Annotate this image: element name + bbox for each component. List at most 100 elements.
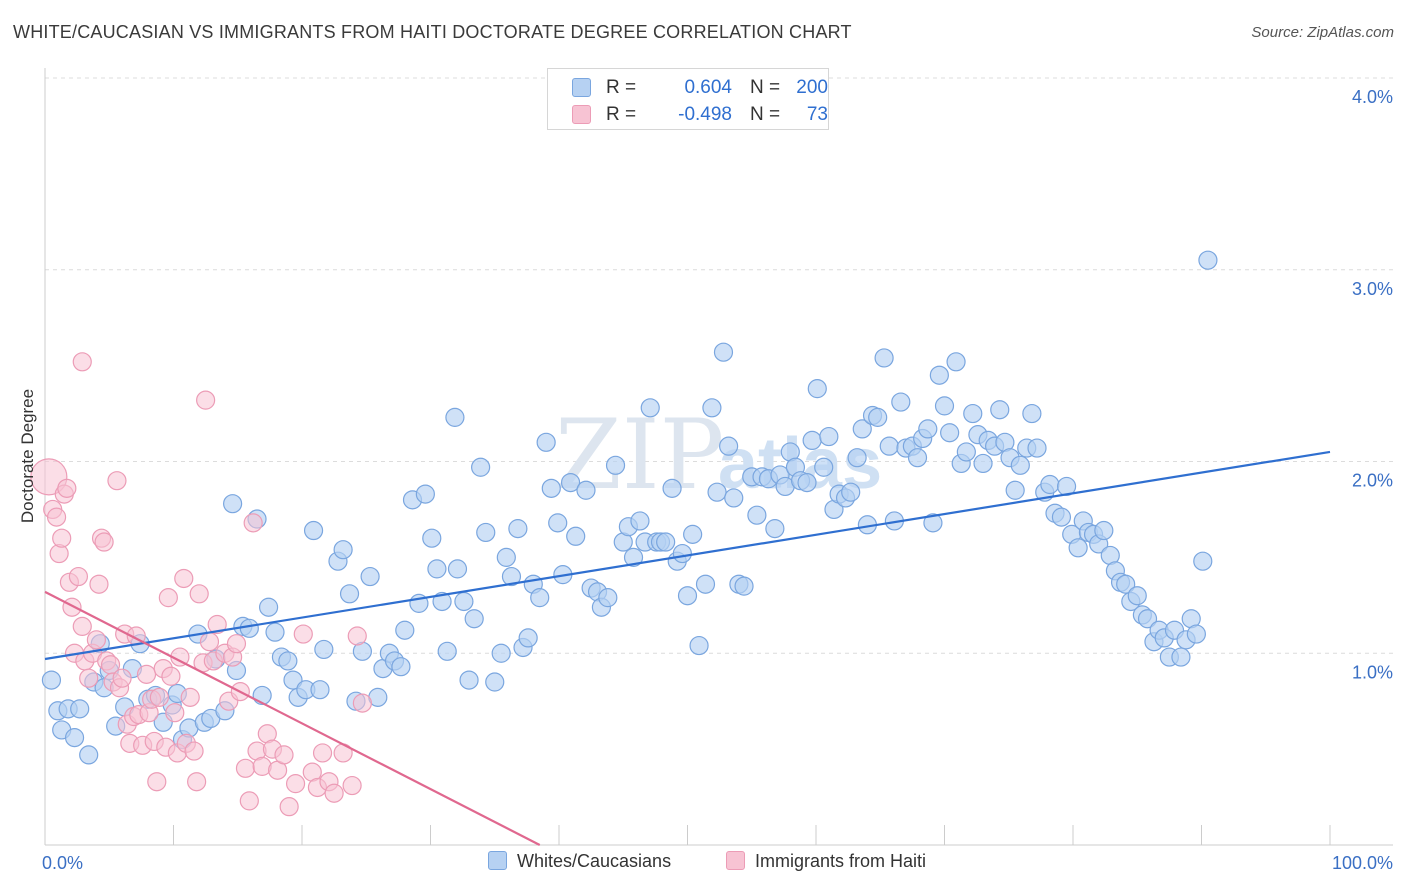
- data-point-haiti: [107, 471, 127, 491]
- data-point-whites: [239, 618, 259, 638]
- data-point-whites: [847, 448, 867, 468]
- data-point-whites: [695, 574, 716, 594]
- data-point-haiti: [72, 352, 92, 372]
- data-point-whites: [548, 513, 568, 533]
- data-point-haiti: [68, 566, 89, 587]
- data-point-whites: [1193, 551, 1213, 571]
- data-point-whites: [70, 699, 90, 719]
- data-point-whites: [707, 482, 727, 502]
- data-point-whites: [432, 591, 452, 612]
- data-point-haiti: [62, 597, 82, 617]
- data-point-whites: [471, 457, 491, 477]
- data-point-haiti: [86, 630, 107, 650]
- legend-n-label: N =: [750, 77, 781, 98]
- data-point-whites: [252, 685, 272, 706]
- data-point-whites: [303, 520, 324, 541]
- data-point-whites: [566, 526, 586, 546]
- data-point-whites: [819, 426, 839, 447]
- data-point-whites: [41, 670, 62, 690]
- legend-n-value: 200: [796, 77, 828, 98]
- data-point-whites: [265, 622, 285, 642]
- legend-swatch-blue: [488, 851, 507, 870]
- data-point-whites: [656, 532, 676, 552]
- data-point-haiti: [285, 774, 306, 794]
- data-point-whites: [841, 482, 861, 502]
- data-point-whites: [445, 407, 465, 427]
- data-point-whites: [333, 540, 353, 560]
- data-point-haiti: [94, 532, 114, 552]
- data-point-whites: [395, 620, 415, 640]
- data-point-whites: [630, 511, 650, 531]
- data-point-whites: [963, 403, 983, 424]
- data-point-haiti: [79, 668, 99, 688]
- data-point-whites: [1051, 507, 1072, 527]
- data-point-whites: [496, 547, 516, 567]
- grid-lines: [45, 77, 1393, 654]
- data-point-whites: [454, 591, 474, 612]
- legend-r-value: 0.604: [684, 77, 732, 98]
- data-point-whites: [459, 670, 479, 690]
- data-point-whites: [339, 584, 360, 604]
- data-point-whites: [283, 670, 303, 690]
- data-point-whites: [940, 423, 960, 443]
- legend-item-haiti[interactable]: Immigrants from Haiti: [726, 851, 926, 872]
- data-point-whites: [807, 379, 827, 399]
- data-point-whites: [223, 494, 243, 514]
- data-point-whites: [713, 342, 734, 362]
- data-point-haiti: [274, 745, 294, 765]
- legend-item-whites[interactable]: Whites/Caucasians: [488, 851, 671, 872]
- data-point-whites: [956, 442, 976, 462]
- source-link[interactable]: ZipAtlas.com: [1307, 24, 1394, 41]
- data-point-haiti: [161, 666, 181, 686]
- data-point-whites: [491, 643, 511, 663]
- data-point-haiti: [136, 664, 157, 684]
- y-tick-label: 4.0%: [1352, 87, 1393, 107]
- data-point-whites: [683, 524, 703, 544]
- data-point-haiti: [312, 743, 333, 763]
- data-point-haiti: [324, 783, 344, 803]
- data-point-haiti: [112, 668, 132, 688]
- legend-n-label: N =: [750, 104, 781, 125]
- data-point-whites: [874, 348, 894, 368]
- data-point-whites: [476, 522, 496, 543]
- data-point-whites: [1127, 586, 1147, 606]
- data-point-whites: [1027, 438, 1047, 458]
- data-point-whites: [868, 407, 888, 427]
- y-tick-labels: 1.0% 2.0% 3.0% 4.0%: [1352, 87, 1393, 682]
- data-point-haiti: [196, 390, 216, 410]
- data-point-whites: [907, 448, 928, 468]
- data-point-haiti: [89, 574, 109, 594]
- trend-line-haiti: [44, 590, 541, 846]
- trend-lines: [44, 450, 1331, 846]
- data-point-haiti: [158, 588, 178, 608]
- data-point-haiti: [207, 614, 227, 635]
- data-point-whites: [1005, 480, 1025, 500]
- data-point-whites: [1094, 520, 1114, 541]
- data-point-whites: [258, 597, 279, 617]
- legend-label-haiti: Immigrants from Haiti: [755, 851, 927, 871]
- data-point-whites: [541, 478, 561, 498]
- data-point-whites: [415, 484, 435, 504]
- trend-line-whites: [44, 450, 1331, 661]
- data-point-whites: [918, 419, 938, 439]
- data-point-whites: [485, 672, 505, 692]
- data-point-whites: [640, 398, 660, 418]
- data-point-whites: [576, 480, 596, 500]
- data-point-whites: [422, 528, 442, 548]
- legend-r-label: R =: [606, 77, 637, 98]
- data-point-haiti: [180, 687, 200, 707]
- series-haiti-points: [30, 352, 372, 817]
- data-point-haiti: [52, 528, 72, 548]
- data-point-haiti: [72, 616, 92, 637]
- data-point-whites: [1010, 455, 1030, 475]
- data-point-haiti: [165, 703, 185, 723]
- data-point-whites: [623, 547, 644, 567]
- data-point-haiti: [184, 741, 204, 761]
- data-point-whites: [427, 559, 447, 579]
- data-point-whites: [677, 586, 698, 606]
- data-point-whites: [929, 365, 949, 385]
- x-tick-label: 100.0%: [1332, 853, 1393, 873]
- data-point-whites: [852, 419, 872, 439]
- legend-n-value: 73: [806, 104, 828, 125]
- y-axis-label: Doctorate Degree: [18, 388, 37, 524]
